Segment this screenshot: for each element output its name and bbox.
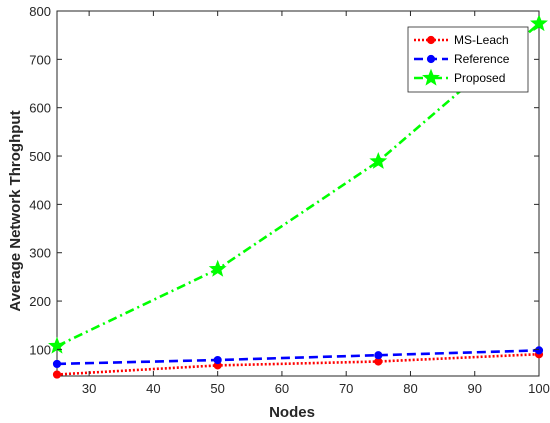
series-line-reference [56, 349, 540, 366]
y-tick-label: 600 [29, 101, 51, 116]
x-tick-label: 70 [339, 381, 353, 396]
x-tick-label: 30 [82, 381, 96, 396]
data-point-proposed [208, 259, 227, 277]
series-line-ms-leach [56, 352, 540, 376]
x-tick-label: 100 [528, 381, 550, 396]
y-tick-label: 300 [29, 246, 51, 261]
series-proposed [48, 14, 548, 354]
legend-marker-ms-leach [426, 35, 436, 45]
tick-layer: 30 40 50 60 70 80 90 100 100 200 300 400 500 600 700 80… [29, 4, 550, 396]
x-tick-label: 50 [210, 381, 224, 396]
data-point-ms-leach [52, 370, 62, 379]
x-tick-label: 80 [403, 381, 417, 396]
y-tick-label: 100 [29, 342, 51, 357]
data-point-reference [534, 346, 544, 355]
legend-label-proposed: Proposed [454, 71, 505, 85]
y-tick-label: 700 [29, 52, 51, 67]
series-line-proposed [56, 22, 540, 348]
legend: MS-Leach Reference Proposed [407, 26, 529, 93]
x-tick-label: 40 [146, 381, 160, 396]
y-axis-title: Average Network Throghput [7, 110, 24, 311]
y-tick-label: 400 [29, 197, 51, 212]
data-point-reference [374, 351, 383, 360]
legend-marker-reference [426, 54, 436, 64]
y-tick-label: 800 [29, 4, 51, 19]
data-point-reference [213, 355, 222, 365]
legend-marker-proposed [422, 68, 440, 86]
data-point-proposed [530, 14, 548, 32]
legend-label-ms-leach: MS-Leach [454, 33, 509, 47]
data-point-reference [52, 359, 62, 369]
series-layer [48, 14, 548, 379]
data-point-proposed [369, 152, 388, 169]
y-tick-label: 500 [29, 149, 51, 164]
y-tick-label: 200 [29, 294, 51, 309]
x-tick-label: 60 [275, 381, 289, 396]
series-reference [52, 346, 544, 369]
x-axis-title: Nodes [269, 404, 315, 421]
x-tick-label: 90 [467, 381, 481, 396]
legend-label-reference: Reference [454, 52, 510, 66]
